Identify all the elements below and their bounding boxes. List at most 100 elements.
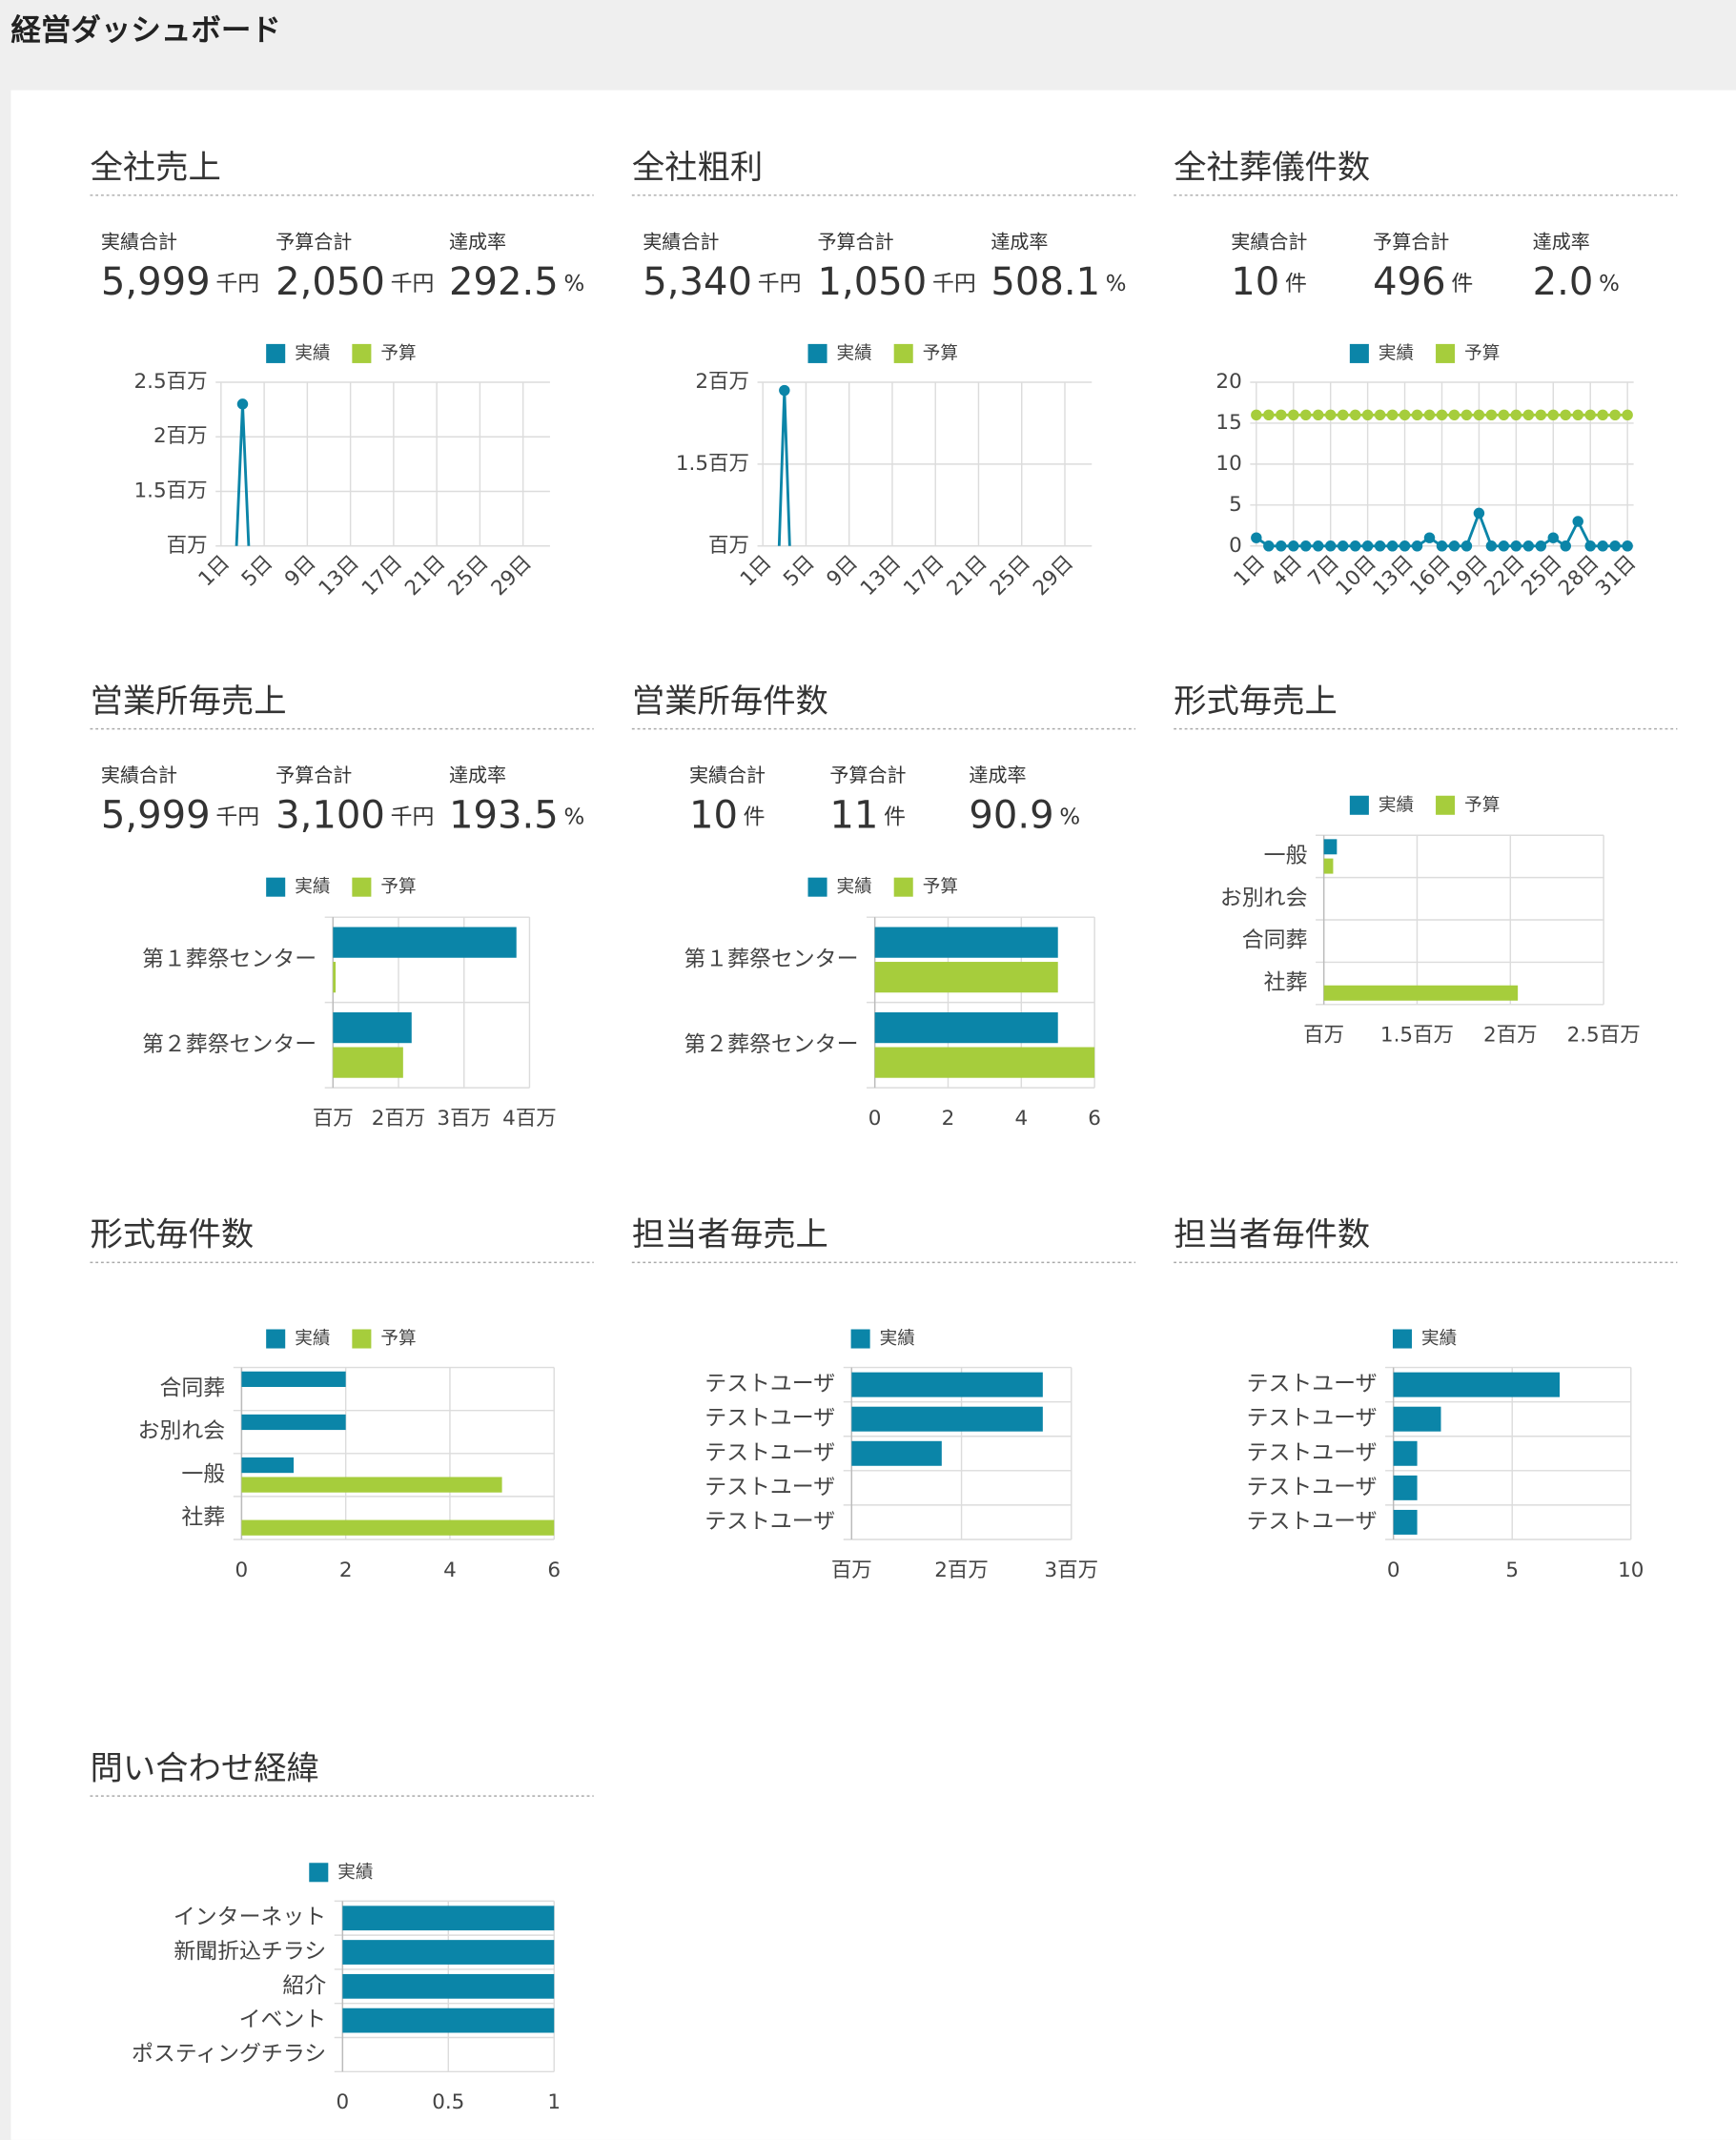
- point: [1374, 540, 1386, 552]
- point: [1423, 532, 1436, 543]
- point: [1399, 409, 1411, 421]
- legend-label: 予算: [923, 343, 958, 363]
- legend-swatch: [807, 877, 827, 897]
- legend-label: 実績: [337, 1863, 373, 1883]
- category-label: 社葬: [1264, 970, 1308, 995]
- x-tick-label: 2百万: [934, 1559, 989, 1582]
- bar: [1393, 1372, 1561, 1397]
- x-tick-label: 0.5: [432, 2090, 464, 2114]
- stat-unit: 件: [744, 805, 766, 829]
- category-label: お別れ会: [1220, 886, 1308, 910]
- point: [1597, 540, 1608, 552]
- point: [1560, 540, 1571, 552]
- point: [1547, 409, 1560, 421]
- stat-label: 達成率: [969, 764, 1026, 786]
- stat-number: 496: [1373, 260, 1446, 304]
- bar: [1323, 839, 1338, 855]
- category-label: 一般: [1264, 844, 1308, 868]
- stat-unit: 千円: [758, 271, 802, 296]
- stat-number: 11: [829, 794, 878, 838]
- point: [1399, 540, 1411, 552]
- point: [1460, 540, 1473, 552]
- legend-label: 予算: [380, 1329, 416, 1349]
- bar: [241, 1457, 295, 1474]
- x-tick-label: 10: [1618, 1559, 1644, 1582]
- point: [1498, 409, 1510, 421]
- y-tick-label: 20: [1215, 370, 1241, 394]
- stat-unit: %: [563, 805, 584, 829]
- point: [1448, 540, 1460, 552]
- plot: [1251, 409, 1633, 552]
- legend-swatch: [893, 877, 913, 897]
- panel-title: 担当者毎件数: [1174, 1216, 1370, 1254]
- panel-title: 営業所毎売上: [90, 683, 286, 721]
- bar: [333, 1012, 412, 1044]
- point: [1535, 409, 1547, 421]
- x-tick-label: 2: [942, 1107, 955, 1131]
- point: [1522, 540, 1535, 552]
- point: [1436, 409, 1448, 421]
- point: [1609, 409, 1621, 421]
- x-tick-label: 2百万: [1483, 1024, 1538, 1048]
- bar: [874, 1012, 1058, 1044]
- x-tick-label: 2百万: [372, 1107, 426, 1131]
- x-tick-label: 2: [339, 1559, 353, 1582]
- stat-number: 90.9: [969, 794, 1053, 838]
- bar: [851, 1372, 1043, 1397]
- point: [1324, 540, 1337, 552]
- category-label: ポスティングチラシ: [132, 2042, 326, 2067]
- x-tick-label: 百万: [1303, 1024, 1344, 1048]
- panel-title: 営業所毎件数: [632, 683, 828, 721]
- stat-unit: 件: [884, 805, 906, 829]
- stat-number: 292.5: [449, 260, 559, 304]
- legend-label: 実績: [1379, 343, 1414, 363]
- x-tick-label: 3百万: [437, 1107, 491, 1131]
- bar: [1393, 1509, 1418, 1535]
- category-label: テストユーザ: [705, 1406, 835, 1431]
- stat-number: 2.0: [1533, 260, 1594, 304]
- x-tick-label: 1: [547, 2090, 561, 2114]
- point: [1263, 409, 1275, 421]
- x-tick-label: 0: [336, 2090, 349, 2114]
- legend-label: 予算: [380, 343, 416, 363]
- stat-label: 予算合計: [1373, 230, 1449, 253]
- category-label: テストユーザ: [705, 1475, 835, 1499]
- point: [1597, 409, 1608, 421]
- panel-title: 問い合わせ経緯: [90, 1749, 318, 1787]
- plot: [777, 384, 791, 546]
- stat-value: 193.5%: [449, 794, 584, 838]
- plot: [235, 398, 251, 546]
- point: [1510, 540, 1522, 552]
- point: [1337, 409, 1349, 421]
- stat-unit: 件: [1451, 271, 1473, 296]
- bar: [241, 1371, 346, 1387]
- point: [1251, 532, 1262, 543]
- stat-label: 達成率: [991, 230, 1048, 253]
- panel-title: 形式毎売上: [1174, 683, 1338, 721]
- y-tick-label: 15: [1215, 411, 1241, 435]
- legend-swatch: [266, 343, 286, 363]
- point: [236, 398, 249, 410]
- point: [1448, 409, 1460, 421]
- category-label: 第１葬祭センター: [684, 947, 858, 971]
- point: [1263, 540, 1275, 552]
- bar: [1393, 1440, 1418, 1466]
- stat-label: 達成率: [449, 764, 506, 786]
- panel-title: 全社売上: [90, 149, 220, 187]
- category-label: 一般: [181, 1462, 225, 1487]
- legend-swatch: [1349, 795, 1369, 815]
- category-label: 第２葬祭センター: [142, 1032, 317, 1057]
- stat-number: 5,999: [101, 794, 211, 838]
- point: [1361, 540, 1374, 552]
- category-label: テストユーザ: [1247, 1440, 1378, 1465]
- point: [1361, 409, 1374, 421]
- panel-title: 担当者毎売上: [632, 1216, 828, 1254]
- page-title: 経営ダッシュボード: [10, 12, 280, 48]
- y-tick-label: 10: [1215, 452, 1241, 476]
- stat-label: 実績合計: [101, 764, 177, 786]
- legend-swatch: [1392, 1329, 1412, 1349]
- legend-label: 予算: [923, 877, 958, 897]
- legend-label: 実績: [295, 877, 330, 897]
- point: [1622, 540, 1633, 552]
- point: [1510, 409, 1522, 421]
